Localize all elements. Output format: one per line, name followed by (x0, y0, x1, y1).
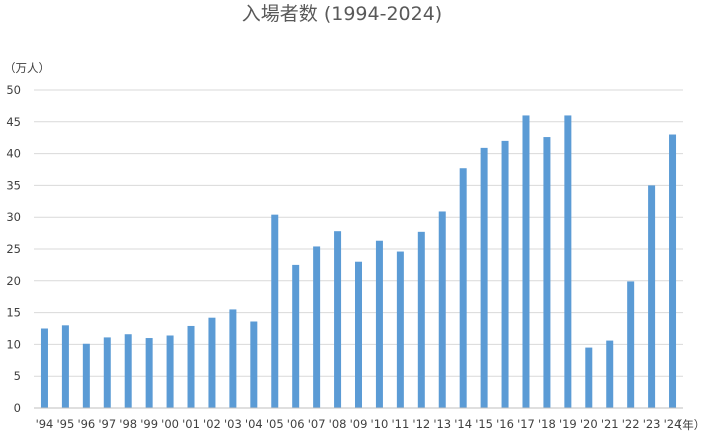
x-tick-label: '98 (119, 417, 137, 431)
bar-06 (292, 264, 300, 408)
x-tick-label: '10 (371, 417, 389, 431)
bar-10 (375, 240, 383, 408)
bar-94 (40, 328, 48, 408)
x-tick-label: '94 (36, 417, 54, 431)
bar-04 (250, 321, 258, 408)
x-tick-label: '02 (203, 417, 221, 431)
y-tick-label: 30 (6, 210, 21, 224)
x-tick-label: '00 (161, 417, 179, 431)
x-tick-label: '16 (496, 417, 514, 431)
bar-08 (334, 231, 342, 408)
bar-02 (208, 317, 216, 408)
x-tick-label: '07 (308, 417, 326, 431)
bar-98 (124, 334, 132, 408)
bar-20 (585, 347, 593, 408)
bar-19 (564, 115, 572, 408)
bar-18 (543, 137, 551, 408)
bar-00 (166, 335, 174, 408)
x-tick-label: '08 (329, 417, 347, 431)
x-tick-label: '12 (412, 417, 430, 431)
bar-14 (459, 168, 467, 408)
bar-03 (229, 309, 237, 408)
y-tick-label: 10 (6, 337, 21, 351)
bar-05 (271, 214, 279, 408)
bar-24 (669, 134, 677, 408)
y-tick-label: 20 (6, 274, 21, 288)
y-tick-label: 40 (6, 147, 21, 161)
bar-23 (648, 185, 656, 408)
y-axis-unit-label: （万人） (4, 61, 50, 75)
bar-97 (103, 337, 111, 408)
x-tick-label: '15 (475, 417, 493, 431)
x-tick-label: '01 (182, 417, 200, 431)
x-axis-ticks: '94'95'96'97'98'99'00'01'02'03'04'05'06 '… (36, 417, 682, 431)
bar-96 (82, 343, 90, 408)
bar-16 (501, 140, 509, 408)
x-axis-unit-label: （年） (671, 418, 706, 432)
x-tick-label: '24 (664, 417, 682, 431)
bar-22 (627, 281, 635, 408)
bar-21 (606, 340, 614, 408)
bar-09 (355, 261, 362, 408)
y-tick-label: 50 (6, 83, 21, 97)
bar-95 (61, 325, 69, 408)
bar-12 (417, 231, 425, 408)
x-tick-label: '20 (580, 417, 598, 431)
x-tick-label: '11 (391, 417, 409, 431)
bar-99 (145, 338, 153, 408)
chart-title: 入場者数 (1994-2024) (242, 3, 442, 25)
y-axis-ticks: 0 5 10 15 20 25 30 35 40 45 50 (6, 83, 21, 415)
y-tick-label: 45 (6, 115, 21, 129)
x-tick-label: '22 (622, 417, 640, 431)
x-tick-label: '04 (245, 417, 263, 431)
x-tick-label: '23 (643, 417, 661, 431)
y-tick-label: 5 (14, 369, 21, 383)
y-tick-label: 0 (14, 401, 21, 415)
x-tick-label: '09 (350, 417, 368, 431)
x-tick-label: '05 (266, 417, 284, 431)
bar-15 (480, 147, 488, 408)
x-tick-label: '03 (224, 417, 242, 431)
x-tick-label: '13 (433, 417, 451, 431)
x-tick-label: '95 (57, 417, 75, 431)
x-tick-label: '17 (517, 417, 535, 431)
bar-11 (396, 251, 404, 408)
x-tick-label: '18 (538, 417, 556, 431)
x-tick-label: '96 (77, 417, 95, 431)
x-tick-label: '21 (601, 417, 619, 431)
x-tick-label: '06 (287, 417, 305, 431)
bar-01 (187, 325, 195, 408)
y-tick-label: 15 (6, 306, 21, 320)
bar-13 (438, 211, 446, 408)
y-tick-label: 35 (6, 178, 21, 192)
bar-07 (313, 246, 321, 408)
x-tick-label: '97 (98, 417, 116, 431)
bar-17 (522, 115, 530, 408)
x-tick-label: '14 (454, 417, 472, 431)
x-tick-label: '19 (559, 417, 577, 431)
x-tick-label: '99 (140, 417, 158, 431)
y-tick-label: 25 (6, 242, 21, 256)
bars (40, 115, 677, 408)
